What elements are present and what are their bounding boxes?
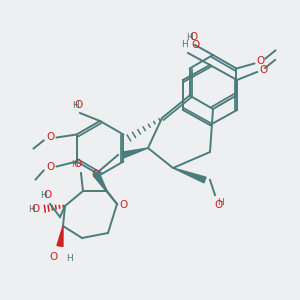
Text: H: H: [181, 40, 188, 49]
Text: H: H: [72, 101, 79, 110]
Text: H: H: [66, 254, 73, 263]
Text: H: H: [186, 33, 193, 42]
Text: O: O: [74, 159, 82, 169]
Text: O: O: [75, 100, 83, 110]
Text: O: O: [259, 65, 267, 75]
Text: O: O: [44, 190, 52, 200]
Text: O: O: [190, 32, 198, 42]
Polygon shape: [93, 171, 107, 191]
Text: O: O: [46, 163, 55, 172]
Text: H: H: [40, 191, 47, 200]
Text: O: O: [119, 200, 127, 210]
Text: H: H: [71, 160, 78, 169]
Text: O: O: [91, 170, 99, 180]
Text: O: O: [32, 204, 40, 214]
Text: O: O: [46, 133, 55, 142]
Text: O: O: [191, 40, 199, 50]
Text: H: H: [217, 198, 224, 207]
Polygon shape: [57, 226, 63, 246]
Text: H: H: [28, 205, 35, 214]
Polygon shape: [173, 168, 206, 183]
Text: O: O: [50, 252, 58, 262]
Polygon shape: [122, 148, 148, 158]
Text: O: O: [214, 200, 222, 210]
Text: O: O: [256, 56, 265, 67]
